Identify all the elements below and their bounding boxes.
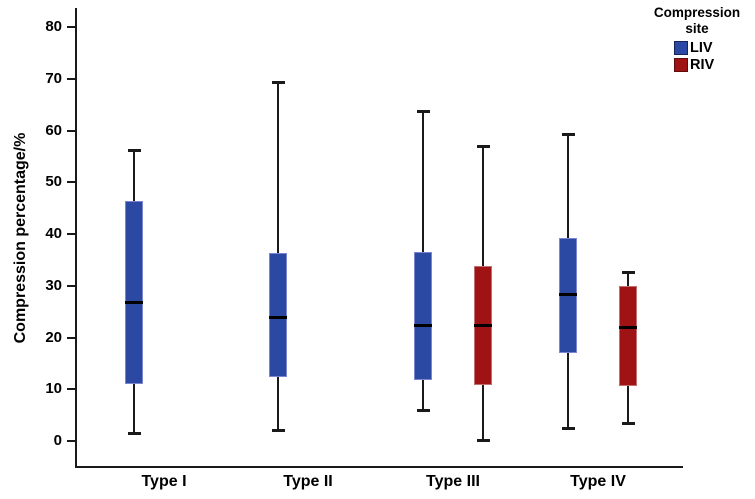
whisker-cap-top-type-iii-liv — [416, 109, 430, 113]
y-tick-10 — [67, 388, 75, 391]
legend-label-riv: RIV — [690, 57, 715, 74]
legend-swatch-riv — [674, 58, 688, 73]
legend-title: Compression site — [653, 5, 741, 37]
whisker-cap-bottom-type-i-liv — [127, 432, 141, 436]
x-label-type-iii: Type III — [426, 473, 480, 490]
y-tick-label-30: 30 — [45, 276, 62, 294]
legend-item-riv: RIV — [674, 57, 753, 74]
whisker-cap-top-type-iv-liv — [561, 132, 575, 136]
box-type-ii-liv — [269, 253, 287, 377]
box-type-i-liv — [125, 201, 143, 385]
whisker-cap-top-type-ii-liv — [271, 81, 285, 85]
y-tick-60 — [67, 129, 75, 132]
y-tick-label-0: 0 — [53, 432, 62, 449]
y-tick-80 — [67, 26, 75, 28]
median-type-i-liv — [125, 300, 143, 304]
y-tick-label-20: 20 — [45, 328, 62, 346]
y-tick-40 — [67, 233, 75, 235]
y-axis-title: Compression percentage/% — [12, 132, 29, 344]
y-tick-label-80: 80 — [45, 18, 62, 35]
box-type-iv-riv — [619, 286, 637, 387]
plot-axes-frame — [75, 8, 683, 468]
y-tick-label-10: 10 — [45, 380, 62, 398]
y-tick-50 — [67, 181, 75, 184]
y-tick-30 — [67, 284, 75, 287]
y-tick-label-60: 60 — [45, 121, 62, 139]
median-type-iv-riv — [619, 325, 637, 329]
legend-items: LIV RIV — [641, 40, 753, 74]
whisker-cap-bottom-type-iii-liv — [416, 408, 430, 412]
box-type-iii-liv — [414, 252, 432, 380]
x-label-type-i: Type I — [141, 473, 187, 490]
y-tick-0 — [67, 440, 75, 442]
x-label-type-iv: Type IV — [570, 473, 626, 490]
y-tick-70 — [67, 77, 75, 80]
y-tick-label-50: 50 — [45, 173, 62, 191]
whisker-cap-top-type-iv-riv — [621, 271, 635, 275]
legend: Compression site LIV RIV — [641, 5, 753, 75]
median-type-ii-liv — [269, 316, 287, 320]
whisker-cap-bottom-type-iv-liv — [561, 427, 575, 431]
legend-swatch-liv — [674, 41, 688, 56]
median-type-iv-liv — [559, 292, 577, 296]
median-type-iii-liv — [414, 324, 432, 328]
median-type-iii-riv — [474, 324, 492, 328]
whisker-cap-top-type-iii-riv — [476, 145, 490, 149]
legend-item-liv: LIV — [674, 40, 753, 57]
whisker-cap-bottom-type-ii-liv — [271, 428, 285, 432]
y-tick-label-70: 70 — [45, 69, 62, 87]
y-tick-20 — [67, 336, 75, 339]
whisker-cap-top-type-i-liv — [127, 149, 141, 153]
whisker-cap-bottom-type-iv-riv — [621, 421, 635, 425]
y-tick-label-40: 40 — [45, 225, 62, 242]
x-label-type-ii: Type II — [283, 473, 333, 490]
whisker-cap-bottom-type-iii-riv — [476, 439, 490, 442]
legend-label-liv: LIV — [690, 40, 713, 57]
